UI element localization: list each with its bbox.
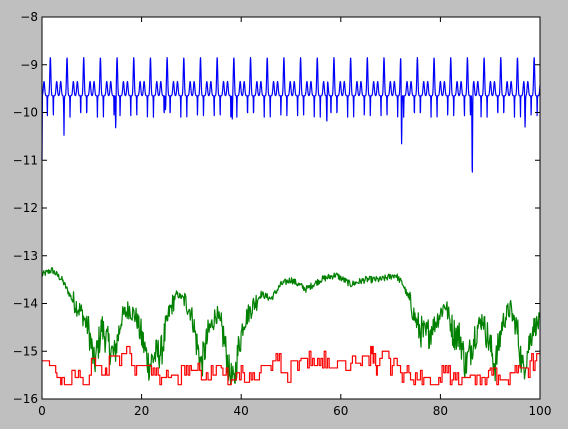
series-line-3 [42,345,540,386]
series-layer [41,56,541,386]
y-tick-label: −10 [13,106,38,120]
y-tick-label: −14 [13,297,38,311]
x-tick-label: 60 [333,404,348,418]
y-tick-label: −15 [13,344,38,358]
y-tick-label: −13 [13,249,38,263]
y-tick-label: −9 [20,58,38,72]
x-tick-label: 40 [234,404,249,418]
y-tick-label: −16 [13,392,38,406]
x-tick-label: 100 [529,404,552,418]
ticks-layer: 0 20 40 60 80 100 −8 −9 −10 −11 −12 −13 −14 −15 −16 [13,10,552,418]
x-tick-label: 80 [433,404,448,418]
x-tick-label: 20 [134,404,149,418]
y-tick-label: −12 [13,201,38,215]
series-line-2 [41,266,541,386]
y-tick-label: −8 [20,10,38,24]
y-tick-label: −11 [13,153,38,167]
x-tick-label: 0 [38,404,46,418]
series-line-1 [41,56,541,173]
